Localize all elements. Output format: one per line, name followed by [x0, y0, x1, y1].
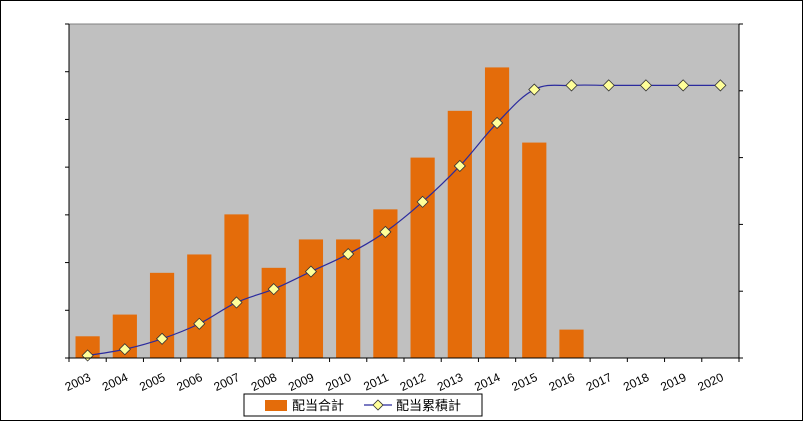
bar-2008: [261, 267, 286, 358]
x-tick-label-2017: 2017: [584, 370, 614, 394]
marker-2008: [267, 283, 280, 296]
bar-2014: [484, 67, 510, 359]
marker-2004: [118, 343, 131, 356]
marker-2017: [602, 79, 615, 92]
marker-2005: [155, 332, 169, 345]
marker-2016: [565, 79, 578, 92]
marker-2011: [379, 225, 392, 238]
x-tick-label-2013: 2013: [435, 370, 465, 394]
marker-2020: [714, 79, 727, 92]
x-tick-label-2007: 2007: [212, 370, 242, 394]
x-tick-label-2008: 2008: [249, 370, 279, 394]
x-tick-label-2011: 2011: [361, 370, 391, 394]
marker-2010: [342, 247, 355, 261]
x-tick-label-2012: 2012: [398, 370, 428, 394]
marker-2009: [304, 265, 318, 278]
legend-label-bar: 配当合計: [292, 398, 344, 413]
x-tick-label-2014: 2014: [472, 370, 502, 394]
x-tick-label-2018: 2018: [621, 370, 651, 394]
marker-2013: [453, 159, 466, 173]
x-tick-label-2020: 2020: [696, 370, 726, 394]
bar-2012: [410, 157, 435, 358]
plot-area: [68, 23, 740, 359]
bar-2013: [447, 110, 472, 358]
marker-2019: [677, 79, 690, 92]
x-tick-label-2005: 2005: [137, 370, 167, 394]
x-tick-label-2016: 2016: [547, 370, 577, 394]
bar-2006: [187, 254, 212, 358]
x-tick-label-2019: 2019: [658, 370, 688, 394]
legend-swatch-marker: [372, 399, 384, 411]
bar-2007: [224, 214, 249, 358]
x-tick-label-2010: 2010: [323, 370, 353, 394]
x-tick-label-2015: 2015: [509, 370, 539, 394]
x-tick-label-2004: 2004: [100, 370, 130, 394]
marker-2006: [193, 317, 206, 330]
legend: 配当合計 配当累積計: [243, 393, 483, 417]
marker-2015: [528, 83, 541, 96]
marker-2007: [230, 296, 243, 309]
marker-2014: [490, 116, 504, 130]
x-tick-label-2003: 2003: [63, 370, 93, 394]
bar-2015: [522, 142, 547, 358]
bar-2005: [149, 272, 175, 358]
legend-swatch-bar: [265, 400, 287, 411]
x-tick-label-2006: 2006: [174, 370, 204, 394]
bar-2016: [559, 329, 584, 358]
legend-label-line: 配当累積計: [396, 398, 461, 413]
x-tick-label-2009: 2009: [286, 370, 316, 394]
marker-2018: [639, 79, 653, 92]
bar-2003: [75, 336, 100, 358]
marker-2012: [416, 195, 429, 208]
bar-2009: [298, 239, 324, 358]
